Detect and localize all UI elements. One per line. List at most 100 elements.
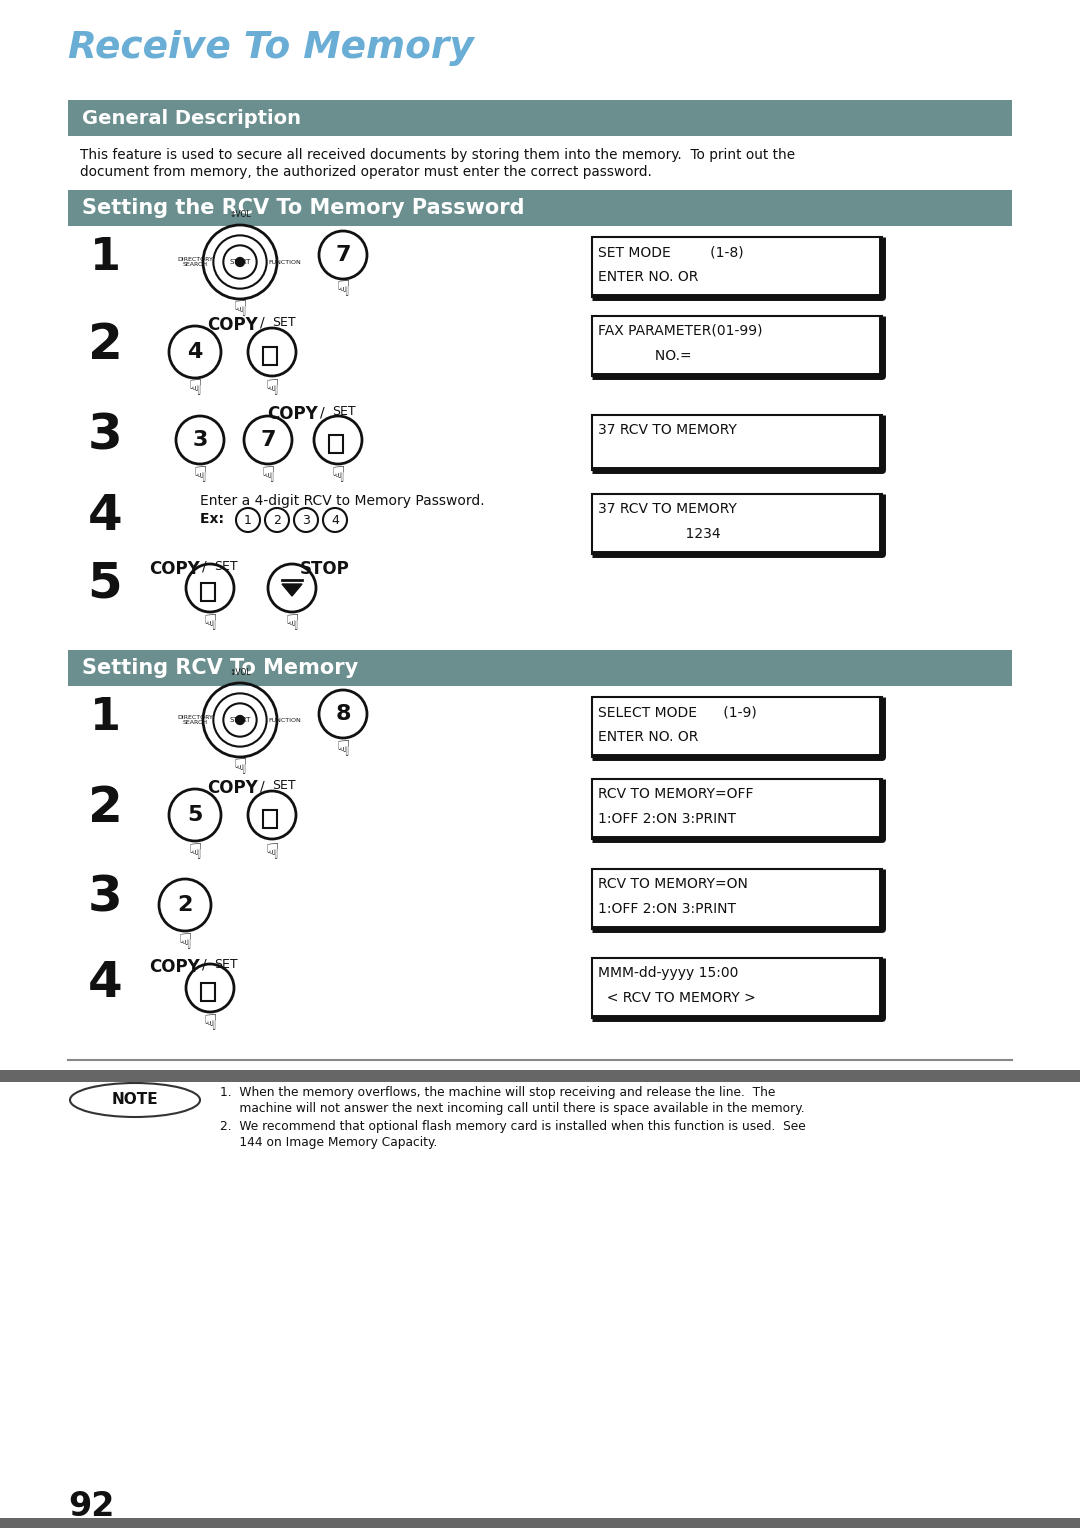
Text: ☟: ☟ — [261, 466, 274, 486]
Text: DIRECTORY
SEARCH: DIRECTORY SEARCH — [177, 257, 213, 267]
FancyBboxPatch shape — [201, 584, 215, 601]
Text: COPY: COPY — [207, 316, 258, 335]
Text: 3: 3 — [192, 429, 207, 451]
Text: Receive To Memory: Receive To Memory — [68, 31, 474, 66]
Text: ☟: ☟ — [332, 466, 345, 486]
Text: 37 RCV TO MEMORY: 37 RCV TO MEMORY — [598, 423, 737, 437]
Text: /: / — [320, 405, 329, 419]
FancyBboxPatch shape — [592, 697, 882, 756]
Text: This feature is used to secure all received documents by storing them into the m: This feature is used to secure all recei… — [80, 148, 795, 162]
Text: Enter a 4-digit RCV to Memory Password.: Enter a 4-digit RCV to Memory Password. — [200, 494, 485, 507]
Text: NO.=: NO.= — [598, 348, 691, 364]
Text: 144 on Image Memory Capacity.: 144 on Image Memory Capacity. — [220, 1135, 437, 1149]
Text: 1: 1 — [90, 235, 121, 278]
Text: SET: SET — [214, 958, 238, 970]
Text: 2: 2 — [87, 321, 122, 368]
FancyBboxPatch shape — [592, 779, 882, 839]
Text: ☟: ☟ — [336, 740, 350, 759]
Text: 7: 7 — [260, 429, 275, 451]
Text: ENTER NO. OR: ENTER NO. OR — [598, 730, 699, 744]
Circle shape — [235, 258, 244, 266]
Text: START: START — [229, 717, 251, 723]
Text: 4: 4 — [87, 492, 122, 539]
Text: ENTER NO. OR: ENTER NO. OR — [598, 270, 699, 284]
Text: 1:OFF 2:ON 3:PRINT: 1:OFF 2:ON 3:PRINT — [598, 811, 735, 827]
Text: ☟: ☟ — [233, 758, 246, 778]
Text: ☟: ☟ — [285, 614, 299, 634]
Text: FAX PARAMETER(01-99): FAX PARAMETER(01-99) — [598, 324, 762, 338]
Text: General Description: General Description — [82, 108, 301, 127]
Text: RCV TO MEMORY=ON: RCV TO MEMORY=ON — [598, 877, 747, 891]
Text: /: / — [260, 779, 269, 793]
Text: COPY: COPY — [149, 958, 200, 976]
Text: 2: 2 — [177, 895, 192, 915]
Text: 8: 8 — [335, 704, 351, 724]
Text: 1: 1 — [90, 695, 121, 738]
Text: < RCV TO MEMORY >: < RCV TO MEMORY > — [598, 992, 756, 1005]
Text: 5: 5 — [187, 805, 203, 825]
Text: 2: 2 — [273, 513, 281, 527]
Text: START: START — [229, 260, 251, 264]
FancyBboxPatch shape — [329, 435, 343, 452]
Text: COPY: COPY — [207, 779, 258, 798]
Text: 1:OFF 2:ON 3:PRINT: 1:OFF 2:ON 3:PRINT — [598, 902, 735, 915]
Text: ☟: ☟ — [178, 934, 192, 953]
Text: RCV TO MEMORY=OFF: RCV TO MEMORY=OFF — [598, 787, 754, 801]
Text: ☟: ☟ — [266, 379, 279, 399]
Text: ↕VOL: ↕VOL — [229, 209, 251, 219]
Polygon shape — [282, 584, 302, 596]
FancyBboxPatch shape — [68, 99, 1012, 136]
Text: STOP: STOP — [300, 559, 350, 578]
Text: ☟: ☟ — [203, 1015, 217, 1034]
Text: 1234: 1234 — [598, 527, 720, 541]
FancyBboxPatch shape — [0, 1517, 1080, 1528]
Text: ☟: ☟ — [188, 843, 202, 863]
Text: SET: SET — [272, 779, 296, 792]
FancyBboxPatch shape — [592, 416, 882, 471]
Text: SET: SET — [214, 559, 238, 573]
Text: MMM-dd-yyyy 15:00: MMM-dd-yyyy 15:00 — [598, 966, 739, 979]
Text: 4: 4 — [87, 960, 122, 1007]
Text: /: / — [202, 958, 211, 972]
FancyBboxPatch shape — [592, 494, 882, 555]
FancyBboxPatch shape — [592, 237, 882, 296]
Text: Setting RCV To Memory: Setting RCV To Memory — [82, 659, 359, 678]
Text: COPY: COPY — [267, 405, 318, 423]
Text: 2.  We recommend that optional flash memory card is installed when this function: 2. We recommend that optional flash memo… — [220, 1120, 806, 1132]
Text: /: / — [260, 316, 269, 330]
FancyBboxPatch shape — [68, 649, 1012, 686]
Text: FUNCTION: FUNCTION — [269, 260, 301, 264]
FancyBboxPatch shape — [592, 869, 882, 929]
Text: 3: 3 — [87, 872, 122, 921]
Text: 92: 92 — [68, 1490, 114, 1523]
FancyBboxPatch shape — [592, 316, 882, 376]
Text: SET: SET — [332, 405, 355, 419]
Text: SET: SET — [272, 316, 296, 329]
Text: FUNCTION: FUNCTION — [269, 718, 301, 723]
Text: Setting the RCV To Memory Password: Setting the RCV To Memory Password — [82, 199, 525, 219]
Text: 4: 4 — [332, 513, 339, 527]
Text: 3: 3 — [87, 411, 122, 458]
Text: Ex:: Ex: — [200, 512, 229, 526]
Text: 5: 5 — [87, 559, 122, 608]
Text: 3: 3 — [302, 513, 310, 527]
Text: 7: 7 — [335, 244, 351, 264]
Text: 1: 1 — [244, 513, 252, 527]
FancyBboxPatch shape — [592, 958, 882, 1018]
Text: ☟: ☟ — [193, 466, 206, 486]
Text: SET MODE         (1-8): SET MODE (1-8) — [598, 244, 744, 260]
Text: 4: 4 — [187, 342, 203, 362]
Text: NOTE: NOTE — [111, 1093, 159, 1108]
Text: ☟: ☟ — [336, 280, 350, 299]
FancyBboxPatch shape — [264, 347, 276, 365]
Text: SELECT MODE      (1-9): SELECT MODE (1-9) — [598, 704, 757, 720]
FancyBboxPatch shape — [264, 810, 276, 828]
FancyBboxPatch shape — [201, 983, 215, 1001]
Text: 37 RCV TO MEMORY: 37 RCV TO MEMORY — [598, 503, 737, 516]
Text: /: / — [202, 559, 211, 575]
Text: ☟: ☟ — [203, 614, 217, 634]
FancyBboxPatch shape — [0, 1070, 1080, 1082]
Text: 1.  When the memory overflows, the machine will stop receiving and release the l: 1. When the memory overflows, the machin… — [220, 1086, 775, 1099]
Text: COPY: COPY — [149, 559, 200, 578]
Text: ↕VOL: ↕VOL — [229, 668, 251, 677]
